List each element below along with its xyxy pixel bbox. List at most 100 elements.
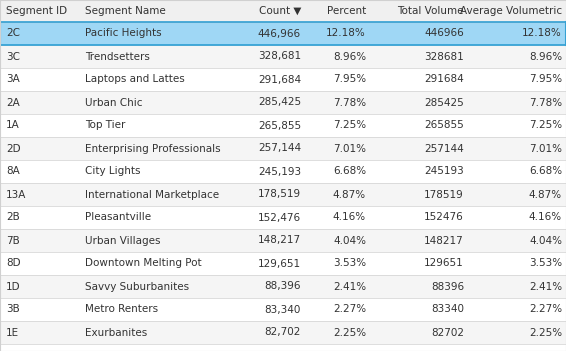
Text: 82702: 82702 [431, 327, 464, 338]
Text: 129,651: 129,651 [258, 258, 301, 269]
Text: International Marketplace: International Marketplace [85, 190, 219, 199]
Text: City Lights: City Lights [85, 166, 140, 177]
Text: 7.25%: 7.25% [529, 120, 562, 131]
Text: 2C: 2C [6, 28, 20, 39]
Text: 148217: 148217 [424, 236, 464, 245]
Bar [0, 183, 566, 206]
Text: 3.53%: 3.53% [529, 258, 562, 269]
Bar [0, 298, 566, 321]
Text: 257,144: 257,144 [258, 144, 301, 153]
Text: 2B: 2B [6, 212, 20, 223]
Text: 4.16%: 4.16% [333, 212, 366, 223]
Text: 7.78%: 7.78% [333, 98, 366, 107]
Bar [0, 321, 566, 344]
Text: 2D: 2D [6, 144, 20, 153]
Text: 3.53%: 3.53% [333, 258, 366, 269]
Bar [0, 91, 566, 114]
Text: 4.87%: 4.87% [333, 190, 366, 199]
Text: 8D: 8D [6, 258, 20, 269]
Text: 88,396: 88,396 [264, 282, 301, 291]
Text: Segment ID: Segment ID [6, 6, 67, 16]
Text: 2.27%: 2.27% [333, 305, 366, 314]
Text: 285425: 285425 [424, 98, 464, 107]
Bar [0, 206, 566, 229]
Bar [0, 22, 566, 45]
Text: 83340: 83340 [431, 305, 464, 314]
Text: 328681: 328681 [424, 52, 464, 61]
Text: Metro Renters: Metro Renters [85, 305, 158, 314]
Text: Segment Name: Segment Name [85, 6, 166, 16]
Text: 7.25%: 7.25% [333, 120, 366, 131]
Bar [0, 229, 566, 252]
Text: 12.18%: 12.18% [522, 28, 562, 39]
Text: 3B: 3B [6, 305, 20, 314]
Text: Total Volume: Total Volume [397, 6, 464, 16]
Text: 2.41%: 2.41% [529, 282, 562, 291]
Text: 3C: 3C [6, 52, 20, 61]
Text: 13A: 13A [6, 190, 27, 199]
Text: 1A: 1A [6, 120, 20, 131]
Text: 291684: 291684 [424, 74, 464, 85]
Text: 148,217: 148,217 [258, 236, 301, 245]
Text: 2A: 2A [6, 98, 20, 107]
Text: 3A: 3A [6, 74, 20, 85]
Text: 265855: 265855 [424, 120, 464, 131]
Bar [0, 137, 566, 160]
Text: Average Volumetric: Average Volumetric [460, 6, 562, 16]
Text: 7.95%: 7.95% [529, 74, 562, 85]
Text: Count ▼: Count ▼ [259, 6, 301, 16]
Text: 7.78%: 7.78% [529, 98, 562, 107]
Text: 446,966: 446,966 [258, 28, 301, 39]
Text: Pacific Heights: Pacific Heights [85, 28, 162, 39]
Text: 7.01%: 7.01% [529, 144, 562, 153]
Text: 446966: 446966 [424, 28, 464, 39]
Bar [0, 275, 566, 298]
Text: 4.04%: 4.04% [529, 236, 562, 245]
Text: 1E: 1E [6, 327, 19, 338]
Text: 2.25%: 2.25% [333, 327, 366, 338]
Text: 6.68%: 6.68% [333, 166, 366, 177]
Text: 7.01%: 7.01% [333, 144, 366, 153]
Text: 285,425: 285,425 [258, 98, 301, 107]
Text: Pleasantville: Pleasantville [85, 212, 151, 223]
Text: 8A: 8A [6, 166, 20, 177]
Text: Laptops and Lattes: Laptops and Lattes [85, 74, 185, 85]
Text: 2.41%: 2.41% [333, 282, 366, 291]
Text: 152476: 152476 [424, 212, 464, 223]
Bar [0, 252, 566, 275]
Text: Trendsetters: Trendsetters [85, 52, 150, 61]
Text: 4.16%: 4.16% [529, 212, 562, 223]
Text: 7.95%: 7.95% [333, 74, 366, 85]
Bar [0, 0, 566, 22]
Text: 8.96%: 8.96% [333, 52, 366, 61]
Text: 245193: 245193 [424, 166, 464, 177]
Text: 2.27%: 2.27% [529, 305, 562, 314]
Text: Downtown Melting Pot: Downtown Melting Pot [85, 258, 201, 269]
Text: 291,684: 291,684 [258, 74, 301, 85]
Text: 152,476: 152,476 [258, 212, 301, 223]
Text: 83,340: 83,340 [265, 305, 301, 314]
Text: 245,193: 245,193 [258, 166, 301, 177]
Text: 6.68%: 6.68% [529, 166, 562, 177]
Text: 129651: 129651 [424, 258, 464, 269]
Bar [0, 45, 566, 68]
Text: Exurbanites: Exurbanites [85, 327, 147, 338]
Text: 178,519: 178,519 [258, 190, 301, 199]
Text: 88396: 88396 [431, 282, 464, 291]
Bar [0, 114, 566, 137]
Text: 12.18%: 12.18% [326, 28, 366, 39]
Text: Top Tier: Top Tier [85, 120, 126, 131]
Text: Percent: Percent [327, 6, 366, 16]
Text: 178519: 178519 [424, 190, 464, 199]
Text: Urban Villages: Urban Villages [85, 236, 161, 245]
Bar [0, 160, 566, 183]
Text: 1D: 1D [6, 282, 20, 291]
Text: Urban Chic: Urban Chic [85, 98, 143, 107]
Text: 2.25%: 2.25% [529, 327, 562, 338]
Text: 7B: 7B [6, 236, 20, 245]
Bar [0, 68, 566, 91]
Text: 8.96%: 8.96% [529, 52, 562, 61]
Text: 257144: 257144 [424, 144, 464, 153]
Text: 4.04%: 4.04% [333, 236, 366, 245]
Text: 265,855: 265,855 [258, 120, 301, 131]
